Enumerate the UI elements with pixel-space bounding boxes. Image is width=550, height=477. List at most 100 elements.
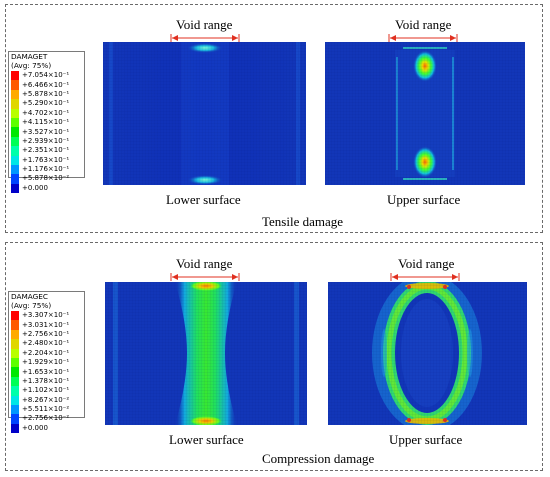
legend-color-swatch [11,155,19,165]
tensile-damage-caption: Tensile damage [262,214,344,229]
legend-row: +6.466×10⁻¹ [9,80,84,90]
tensile-legend: DAMAGET (Avg: 75%) +7.054×10⁻¹ +6.466×10⁻… [8,51,85,194]
legend-value: +2.480×10⁻¹ [22,339,70,348]
legend-value: +3.307×10⁻¹ [22,311,70,320]
void-range-label: Void range [398,256,455,271]
legend-row: +2.756×10⁻² [9,414,84,424]
tensile-damage-panel [5,4,543,233]
legend-color-swatch [11,414,19,424]
legend-row: +3.031×10⁻¹ [9,320,84,330]
legend-row: +4.702×10⁻¹ [9,108,84,118]
legend-value: +1.176×10⁻¹ [22,165,70,174]
legend-value: +5.878×10⁻¹ [22,89,70,98]
compression-legend: DAMAGEC (Avg: 75%) +3.307×10⁻¹ +3.031×10⁻… [8,291,85,434]
legend-color-swatch [11,174,19,184]
legend-value: +4.115×10⁻¹ [22,118,70,127]
legend-color-swatch [11,376,19,387]
legend-value: +2.939×10⁻¹ [22,136,70,145]
legend-row: +3.307×10⁻¹ [9,311,84,321]
legend-color-swatch [11,395,19,405]
legend-row: +1.929×10⁻¹ [9,357,84,368]
legend-color-swatch [11,164,19,175]
legend-value: +4.702×10⁻¹ [22,108,70,117]
legend-avg: (Avg: 75%) [11,301,52,310]
legend-row: +5.290×10⁻¹ [9,99,84,109]
legend-row: +1.763×10⁻¹ [9,155,84,165]
legend-row: +1.653×10⁻¹ [9,367,84,377]
legend-value: +1.763×10⁻¹ [22,155,70,164]
legend-row: +2.204×10⁻¹ [9,348,84,358]
legend-row: +0.000 [9,423,84,434]
legend-color-swatch [11,146,19,156]
legend-row: +2.351×10⁻¹ [9,146,84,156]
void-range-arrow [390,273,460,281]
legend-rows: +3.307×10⁻¹ +3.031×10⁻¹ +2.756×10⁻¹ +2.480×… [9,311,84,434]
legend-row: +2.939×10⁻¹ [9,136,84,147]
upper-surface-label: Upper surface [389,432,463,447]
legend-title: DAMAGEC [11,292,49,301]
tensile-lower-surface-contour [103,42,306,185]
legend-row: +1.102×10⁻¹ [9,386,84,396]
legend-row: +5.878×10⁻¹ [9,89,84,100]
legend-row: +3.527×10⁻¹ [9,127,84,137]
legend-avg: (Avg: 75%) [11,61,52,70]
legend-value: +2.351×10⁻¹ [22,146,70,155]
legend-value: +5.878×10⁻² [22,174,70,183]
void-range-label: Void range [176,17,233,32]
compression-lower-surface-contour [105,282,307,425]
void-range-arrow [170,34,240,42]
legend-color-swatch [11,329,19,340]
legend-color-swatch [11,339,19,349]
legend-color-swatch [11,311,19,321]
legend-color-swatch [11,108,19,118]
legend-value: +5.290×10⁻¹ [22,99,70,108]
lower-surface-label: Lower surface [169,432,244,447]
legend-color-swatch [11,136,19,147]
legend-value: +3.527×10⁻¹ [22,127,70,136]
tensile-upper-surface-contour [325,42,525,185]
legend-value: +2.756×10⁻¹ [22,329,70,338]
legend-color-swatch [11,99,19,109]
compression-upper-surface-contour [328,282,527,425]
legend-value: +8.267×10⁻² [22,395,70,404]
legend-color-swatch [11,348,19,358]
legend-value: +2.204×10⁻¹ [22,348,70,357]
legend-color-swatch [11,80,19,90]
legend-value: +0.000 [22,423,48,432]
legend-color-swatch [11,183,19,194]
void-range-arrow [170,273,240,281]
legend-value: +2.756×10⁻² [22,414,70,423]
void-range-label: Void range [176,256,233,271]
lower-surface-label: Lower surface [166,192,241,207]
legend-title: DAMAGET [11,52,48,61]
compression-damage-caption: Compression damage [262,451,375,466]
legend-value: +5.511×10⁻² [22,405,70,414]
legend-color-swatch [11,127,19,137]
legend-row: +8.267×10⁻² [9,395,84,405]
void-range-arrow [388,34,458,42]
legend-row: +4.115×10⁻¹ [9,117,84,128]
legend-rows: +7.054×10⁻¹ +6.466×10⁻¹ +5.878×10⁻¹ +5.290×… [9,71,84,194]
legend-color-swatch [11,423,19,434]
legend-color-swatch [11,71,19,81]
legend-color-swatch [11,386,19,396]
legend-color-swatch [11,117,19,128]
legend-value: +7.054×10⁻¹ [22,71,70,80]
legend-row: +2.756×10⁻¹ [9,329,84,340]
legend-value: +0.000 [22,183,48,192]
legend-value: +1.378×10⁻¹ [22,376,70,385]
legend-color-swatch [11,89,19,100]
legend-value: +3.031×10⁻¹ [22,320,70,329]
legend-value: +1.102×10⁻¹ [22,386,70,395]
legend-value: +6.466×10⁻¹ [22,80,70,89]
legend-row: +2.480×10⁻¹ [9,339,84,349]
void-range-label: Void range [395,17,452,32]
legend-color-swatch [11,404,19,415]
legend-row: +5.511×10⁻² [9,404,84,415]
legend-row: +5.878×10⁻² [9,174,84,184]
upper-surface-label: Upper surface [387,192,461,207]
legend-row: +7.054×10⁻¹ [9,71,84,81]
legend-value: +1.929×10⁻¹ [22,358,70,367]
compression-damage-panel [5,242,543,471]
legend-color-swatch [11,367,19,377]
